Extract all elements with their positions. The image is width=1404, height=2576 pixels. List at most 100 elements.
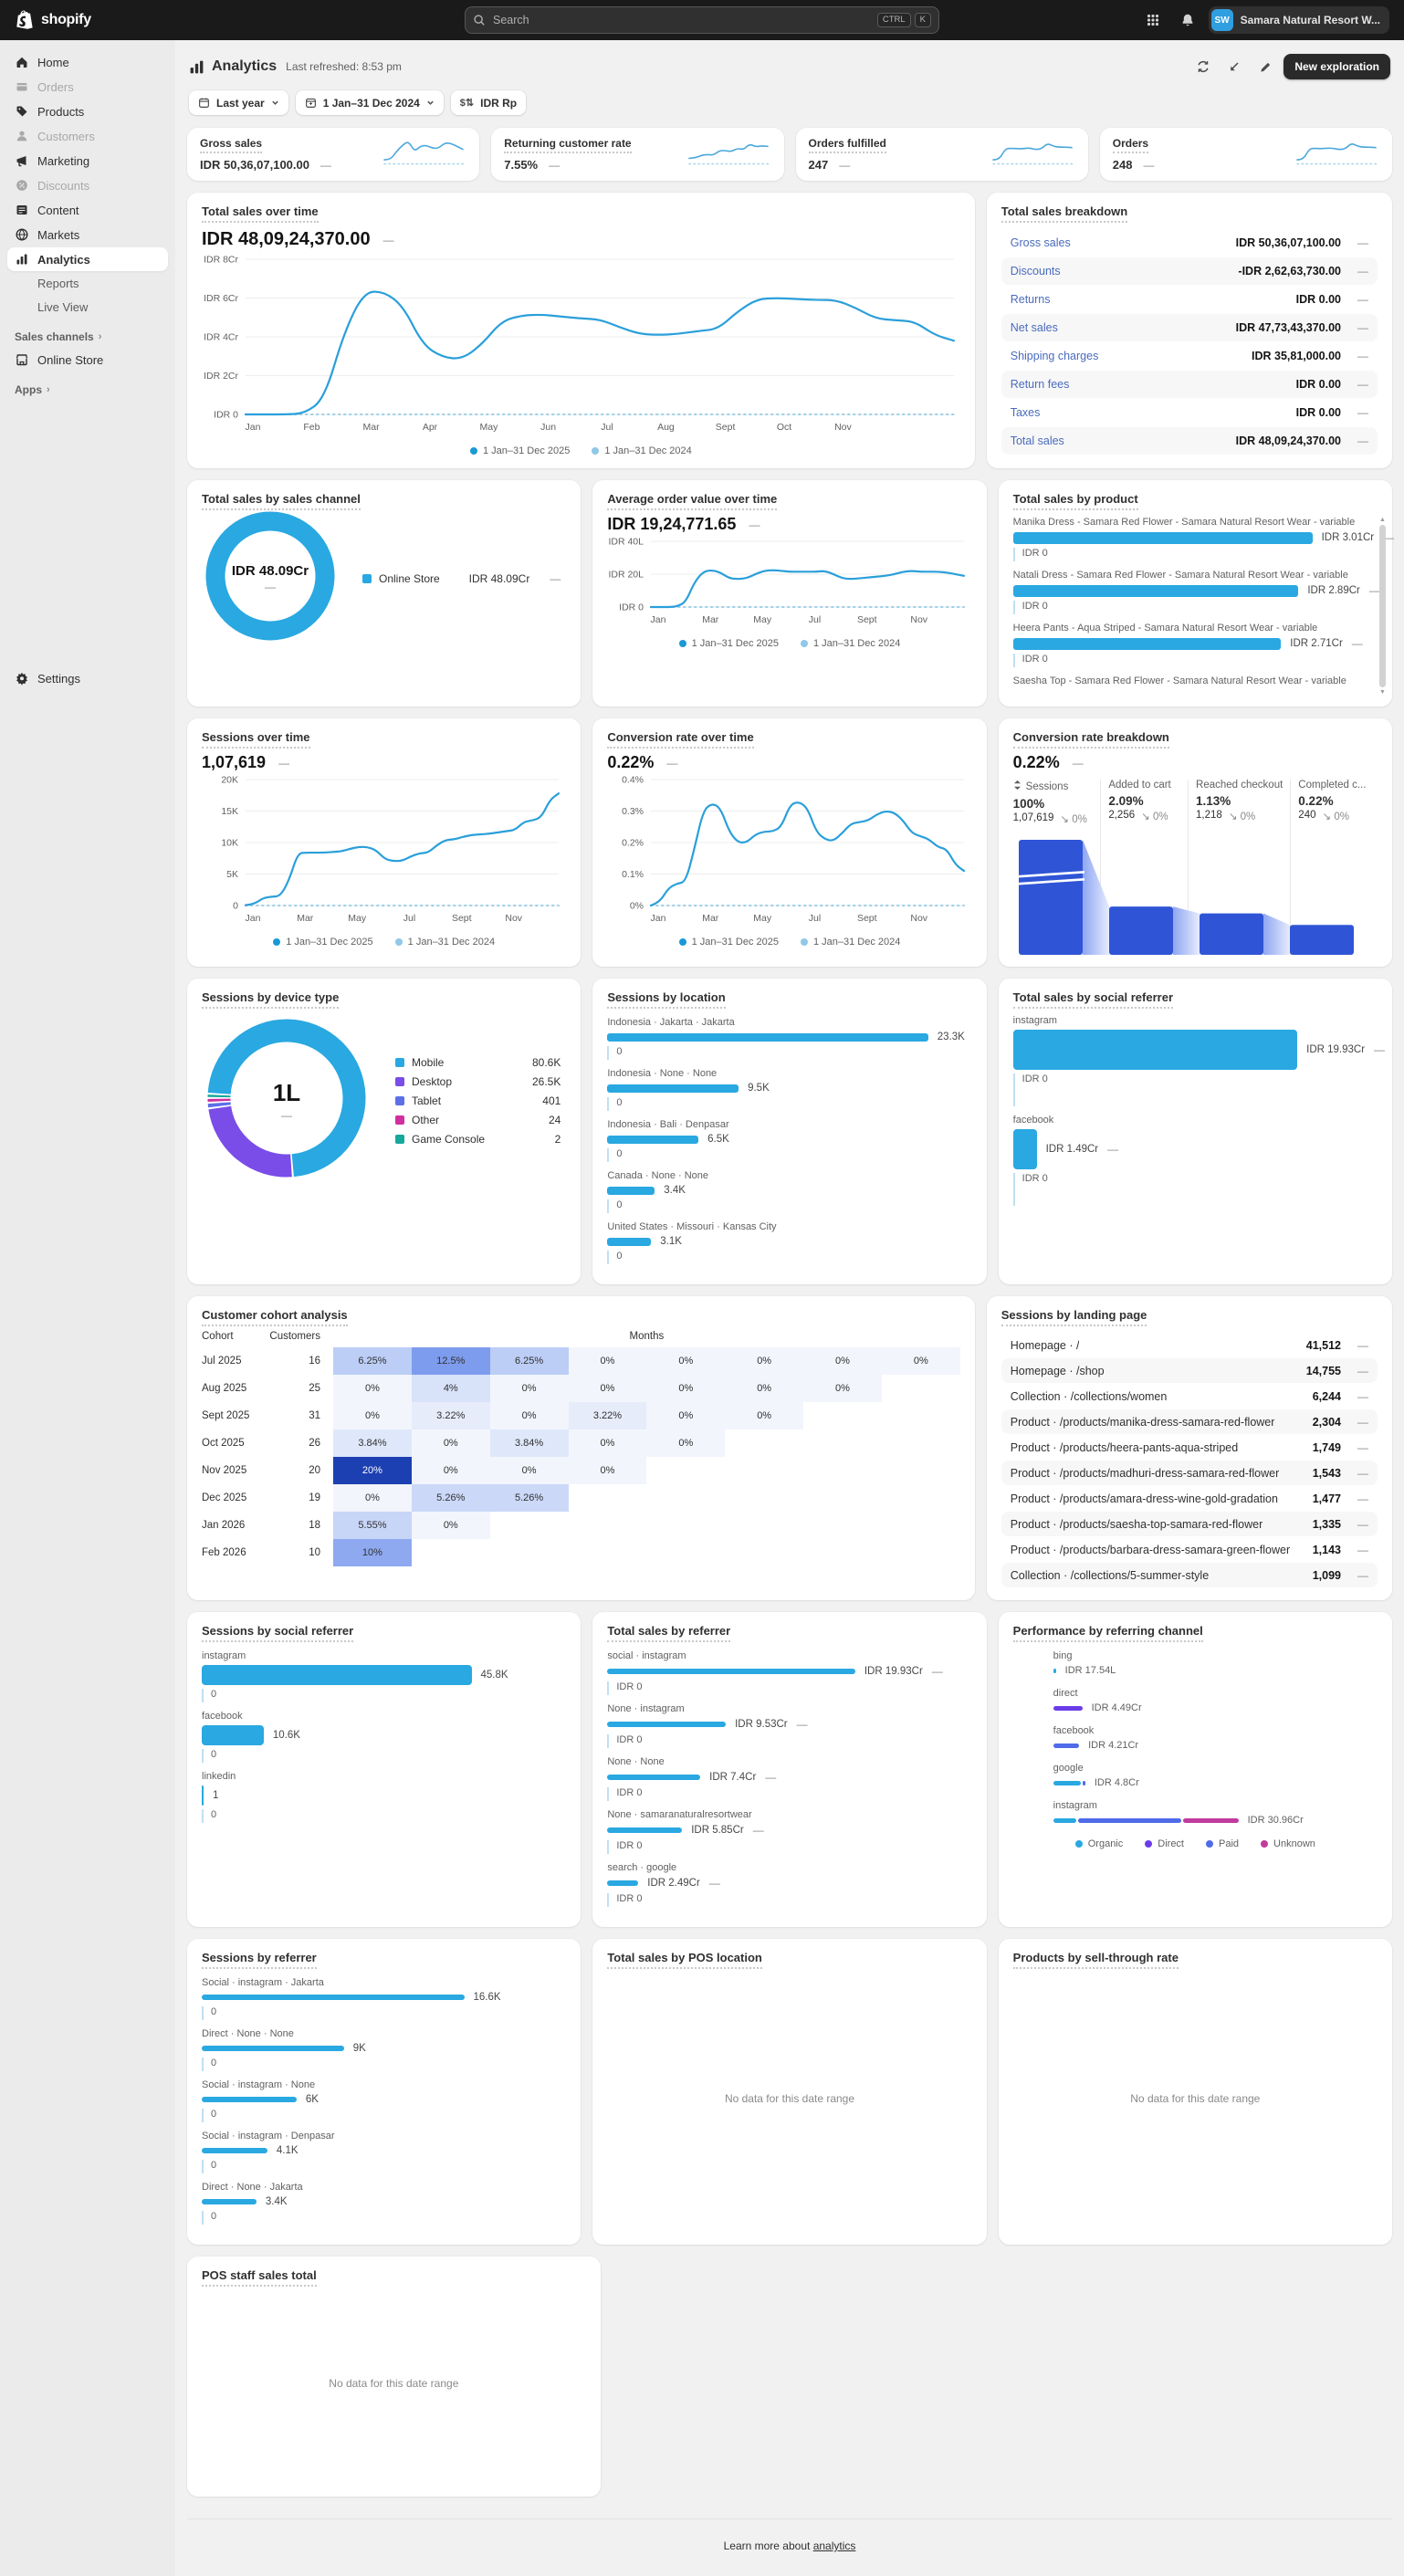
table-row: Homepage · /shop 14,755— bbox=[1001, 1358, 1378, 1383]
scrollbar-thumb[interactable] bbox=[1378, 525, 1386, 687]
metric-link[interactable]: Returns bbox=[1010, 293, 1051, 306]
shopify-bag-icon bbox=[15, 9, 35, 31]
sidebar-item-settings[interactable]: Settings bbox=[7, 666, 168, 690]
search-placeholder: Search bbox=[493, 14, 529, 26]
sidebar-item-content[interactable]: Content bbox=[7, 198, 168, 222]
new-exploration-button[interactable]: New exploration bbox=[1284, 54, 1390, 79]
sidebar-item-online-store[interactable]: Online Store bbox=[7, 348, 168, 372]
legend-item[interactable]: 1 Jan–31 Dec 2024 bbox=[800, 937, 900, 948]
refresh-cycle-button[interactable] bbox=[1190, 54, 1216, 79]
bar-item: instagram IDR 19.93Cr — IDR 0 bbox=[1012, 1015, 1385, 1106]
bar-item: social · instagram IDR 19.93Cr — IDR 0 bbox=[607, 1650, 971, 1695]
svg-text:Feb: Feb bbox=[303, 422, 320, 433]
metric-link[interactable]: Return fees bbox=[1010, 378, 1070, 391]
table-row: Taxes IDR 0.00— bbox=[1010, 406, 1368, 419]
svg-text:Mar: Mar bbox=[703, 913, 720, 924]
legend-item[interactable]: 1 Jan–31 Dec 2024 bbox=[800, 638, 900, 649]
legend-item[interactable]: 1 Jan–31 Dec 2025 bbox=[678, 638, 779, 649]
referrer-sales-bars: social · instagram IDR 19.93Cr — IDR 0 None … bbox=[607, 1650, 971, 1907]
cohort-cell: 0% bbox=[725, 1347, 804, 1375]
kpi-card-orders-fulfilled[interactable]: Orders fulfilled 247— bbox=[795, 128, 1088, 181]
conversion-funnel: Sessions 100% 1,07,619 ↘ 0% Added to cart 2.0… bbox=[1013, 780, 1378, 955]
compare-range-filter[interactable]: 1 Jan–31 Dec 2024 bbox=[295, 90, 444, 115]
sidebar-item-discounts[interactable]: Discounts bbox=[7, 173, 168, 197]
shopify-logo[interactable]: shopify bbox=[15, 9, 91, 31]
empty-state-message: No data for this date range bbox=[329, 2377, 459, 2390]
cohort-row: Oct 2025 26 3.84% 0% 3.84% 0% 0% bbox=[202, 1429, 960, 1457]
metric-link[interactable]: Taxes bbox=[1010, 406, 1041, 419]
bar-item: facebook IDR 1.49Cr — IDR 0 bbox=[1012, 1115, 1378, 1206]
apps-header[interactable]: Apps › bbox=[15, 383, 50, 396]
cohort-cell: 0% bbox=[411, 1512, 490, 1539]
sidebar-item-markets[interactable]: Markets bbox=[7, 223, 168, 246]
search-input[interactable]: Search CTRL K bbox=[465, 6, 939, 34]
sales-channels-header[interactable]: Sales channels › bbox=[15, 330, 102, 343]
search-shortcut: CTRL K bbox=[876, 13, 931, 27]
store-menu[interactable]: SW Samara Natural Resort W... bbox=[1208, 6, 1389, 34]
sidebar-item-live-view[interactable]: Live View bbox=[37, 300, 89, 314]
bar-item: None · None IDR 7.4Cr — IDR 0 bbox=[607, 1756, 971, 1801]
svg-text:Jan: Jan bbox=[246, 913, 261, 924]
metric-link[interactable]: Shipping charges bbox=[1010, 350, 1099, 362]
marketing-icon bbox=[15, 153, 29, 168]
row-label: Product · /products/madhuri-dress-samara… bbox=[1010, 1466, 1280, 1480]
scrollbar[interactable]: ▲ ▼ bbox=[1378, 517, 1388, 696]
admin-apps-button[interactable] bbox=[1139, 6, 1167, 34]
sidebar-item-marketing[interactable]: Marketing bbox=[7, 149, 168, 173]
notifications-button[interactable] bbox=[1174, 6, 1201, 34]
metric-link[interactable]: Discounts bbox=[1010, 265, 1061, 277]
legend-item[interactable]: 1 Jan–31 Dec 2025 bbox=[273, 937, 373, 948]
kpi-card-orders[interactable]: Orders 248— bbox=[1099, 128, 1392, 181]
kpi-card-gross-sales[interactable]: Gross sales IDR 50,36,07,100.00— bbox=[187, 128, 480, 181]
analytics-help-link[interactable]: analytics bbox=[812, 2539, 856, 2552]
currency-filter[interactable]: $⇅ IDR Rp bbox=[450, 90, 527, 115]
sidebar-item-customers[interactable]: Customers bbox=[7, 124, 168, 148]
svg-text:Jan: Jan bbox=[651, 913, 666, 924]
scroll-down-icon[interactable]: ▼ bbox=[1379, 689, 1386, 696]
scroll-up-icon[interactable]: ▲ bbox=[1379, 517, 1386, 523]
svg-text:Jul: Jul bbox=[601, 422, 613, 433]
card-title: Sessions by landing page bbox=[1001, 1308, 1378, 1326]
cohort-cell: 0% bbox=[489, 1402, 569, 1429]
svg-text:0.1%: 0.1% bbox=[622, 869, 644, 880]
sidebar-item-reports[interactable]: Reports bbox=[37, 277, 79, 290]
metric-link[interactable]: Net sales bbox=[1010, 321, 1058, 334]
cohort-cell: 0% bbox=[725, 1402, 804, 1429]
card-title: Sessions by social referrer bbox=[202, 1624, 566, 1642]
legend-item[interactable]: Organic bbox=[1074, 1838, 1123, 1849]
legend-item[interactable]: 1 Jan–31 Dec 2025 bbox=[469, 445, 570, 456]
legend-item[interactable]: 1 Jan–31 Dec 2024 bbox=[394, 937, 495, 948]
device-type-legend: Mobile 80.6K Desktop 26.5K Tablet 401 Other 24 G… bbox=[395, 1050, 566, 1152]
aov-line-chart: IDR 40L IDR 20L IDR 0 Jan Mar May Jul Sept Nov 1 … bbox=[607, 536, 971, 649]
paid-segment bbox=[1077, 1817, 1182, 1823]
table-row: Product · /products/barbara-dress-samara… bbox=[1010, 1543, 1368, 1556]
svg-text:IDR 8Cr: IDR 8Cr bbox=[204, 255, 238, 266]
metric-link[interactable]: Total sales bbox=[1010, 435, 1064, 447]
edit-pencil-button[interactable] bbox=[1252, 54, 1278, 79]
card-pos-staff-sales: POS staff sales total No data for this d… bbox=[187, 2257, 601, 2497]
cohort-cell: 0% bbox=[646, 1429, 726, 1457]
metric-link[interactable]: Gross sales bbox=[1010, 236, 1071, 249]
sidebar-item-products[interactable]: Products bbox=[7, 99, 168, 123]
legend-item[interactable]: 1 Jan–31 Dec 2024 bbox=[592, 445, 692, 456]
legend-item: Game Console 2 bbox=[395, 1133, 561, 1146]
resize-arrow-button[interactable] bbox=[1221, 54, 1247, 79]
date-range-filter[interactable]: Last year bbox=[189, 90, 288, 115]
card-conversion-breakdown: Conversion rate breakdown 0.22% — Session… bbox=[998, 718, 1392, 967]
card-title: Products by sell-through rate bbox=[1012, 1951, 1378, 1969]
sidebar-item-orders[interactable]: Orders bbox=[7, 75, 168, 99]
sidebar-item-home[interactable]: Home bbox=[7, 50, 168, 74]
legend-item[interactable]: Unknown bbox=[1261, 1838, 1315, 1849]
legend-item[interactable]: 1 Jan–31 Dec 2025 bbox=[678, 937, 779, 948]
legend-item[interactable]: Direct bbox=[1145, 1838, 1184, 1849]
kpi-card-returning-customer-rate[interactable]: Returning customer rate 7.55% — bbox=[491, 128, 784, 181]
row-label: Homepage · / bbox=[1010, 1338, 1080, 1352]
card-title: Performance by referring channel bbox=[1012, 1624, 1378, 1642]
sidebar-item-analytics[interactable]: Analytics bbox=[7, 247, 168, 271]
legend-item[interactable]: Paid bbox=[1206, 1838, 1239, 1849]
table-row: Total sales IDR 48,09,24,370.00— bbox=[1001, 427, 1378, 455]
card-title: Total sales by referrer bbox=[607, 1624, 971, 1642]
main-content: Analytics Last refreshed: 8:53 pm New ex… bbox=[175, 40, 1404, 2576]
analytics-icon bbox=[189, 59, 204, 75]
svg-text:Oct: Oct bbox=[777, 422, 791, 433]
